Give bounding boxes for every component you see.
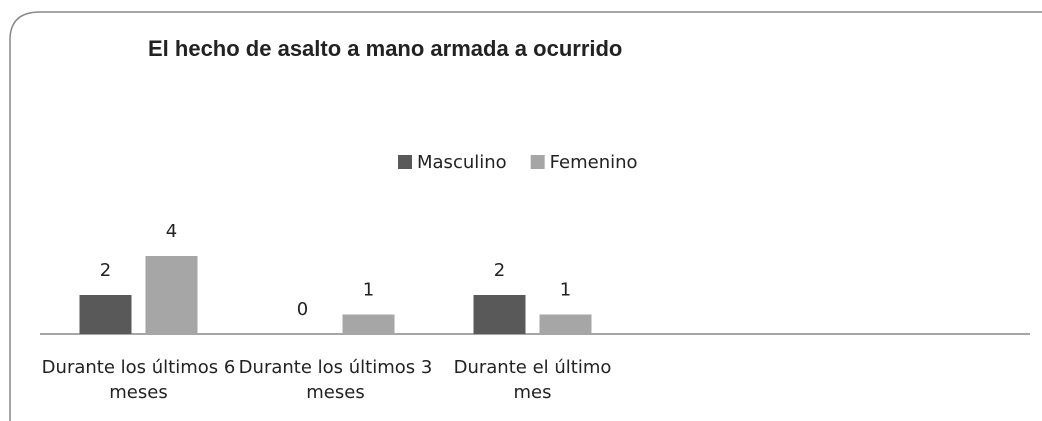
- bar: [145, 256, 198, 334]
- legend-label: Masculino: [417, 152, 507, 173]
- data-label: 2: [494, 260, 505, 281]
- chart-title: El hecho de asalto a mano armada a ocurr…: [148, 36, 622, 61]
- chart-frame: [9, 11, 1042, 421]
- bar: [539, 314, 592, 334]
- data-label: 4: [166, 221, 177, 242]
- legend-swatch: [398, 155, 412, 169]
- legend-swatch: [530, 155, 545, 169]
- x-tick-label: Durante los últimos 6 meses: [41, 357, 236, 403]
- bar: [79, 295, 132, 334]
- data-label: 0: [297, 299, 308, 320]
- data-label: 2: [100, 260, 111, 281]
- bar: [342, 314, 395, 334]
- legend-label: Femenino: [550, 152, 638, 173]
- bar: [473, 295, 526, 334]
- x-tick-label: Durante el último mes: [453, 357, 612, 403]
- data-label: 1: [363, 280, 374, 301]
- x-tick-label: Durante los últimos 3 meses: [238, 357, 433, 403]
- data-label: 1: [560, 280, 571, 301]
